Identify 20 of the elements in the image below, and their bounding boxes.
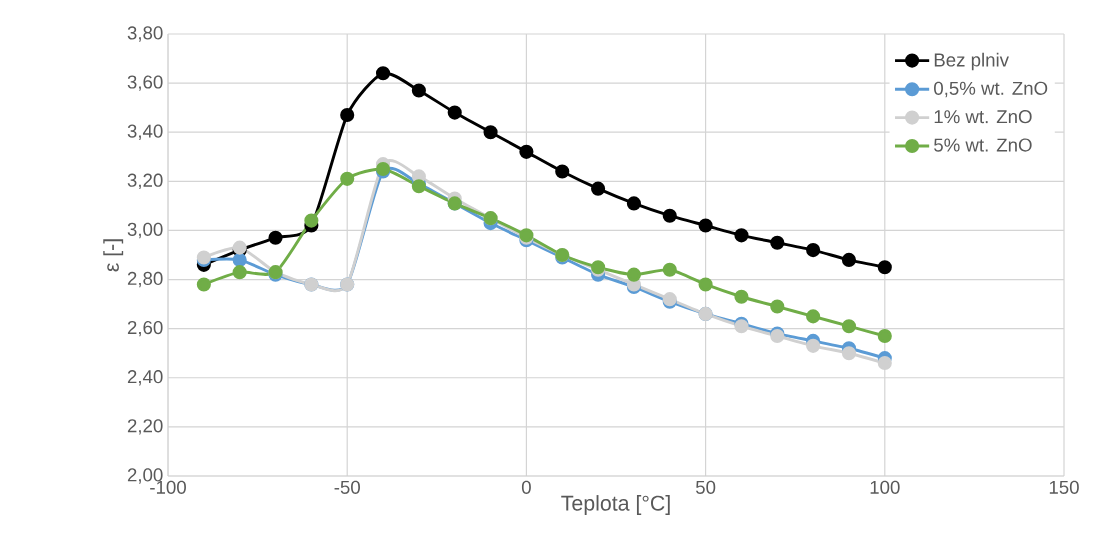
x-tick-label: 100 [870, 480, 900, 494]
y-tick-label: 3,60 [127, 75, 163, 91]
legend-label: 0,5% wt. ZnO [934, 81, 1048, 98]
y-tick-label: 3,00 [127, 222, 163, 239]
x-tick-label: 150 [1049, 480, 1079, 494]
y-axis-title: ε [-] [103, 239, 124, 272]
y-tick-label: 3,20 [127, 173, 163, 190]
y-tick-label: 2,60 [127, 320, 163, 337]
y-tick-label: 2,80 [127, 271, 163, 288]
x-tick-label: 0 [521, 480, 531, 494]
y-tick-label: 3,80 [127, 26, 163, 42]
y-tick-label: 3,40 [127, 124, 163, 140]
x-axis-title: Teplota [°C] [561, 495, 670, 515]
legend-label: Bez plniv [934, 52, 1009, 71]
y-tick-label: 2,20 [127, 419, 163, 435]
x-tick-label: -50 [334, 480, 360, 494]
legend-label: 1% wt. ZnO [934, 110, 1032, 124]
x-tick-label: 50 [695, 480, 716, 494]
y-tick-label: 2,40 [127, 370, 163, 386]
legend-label: 5% wt. ZnO [934, 138, 1032, 152]
